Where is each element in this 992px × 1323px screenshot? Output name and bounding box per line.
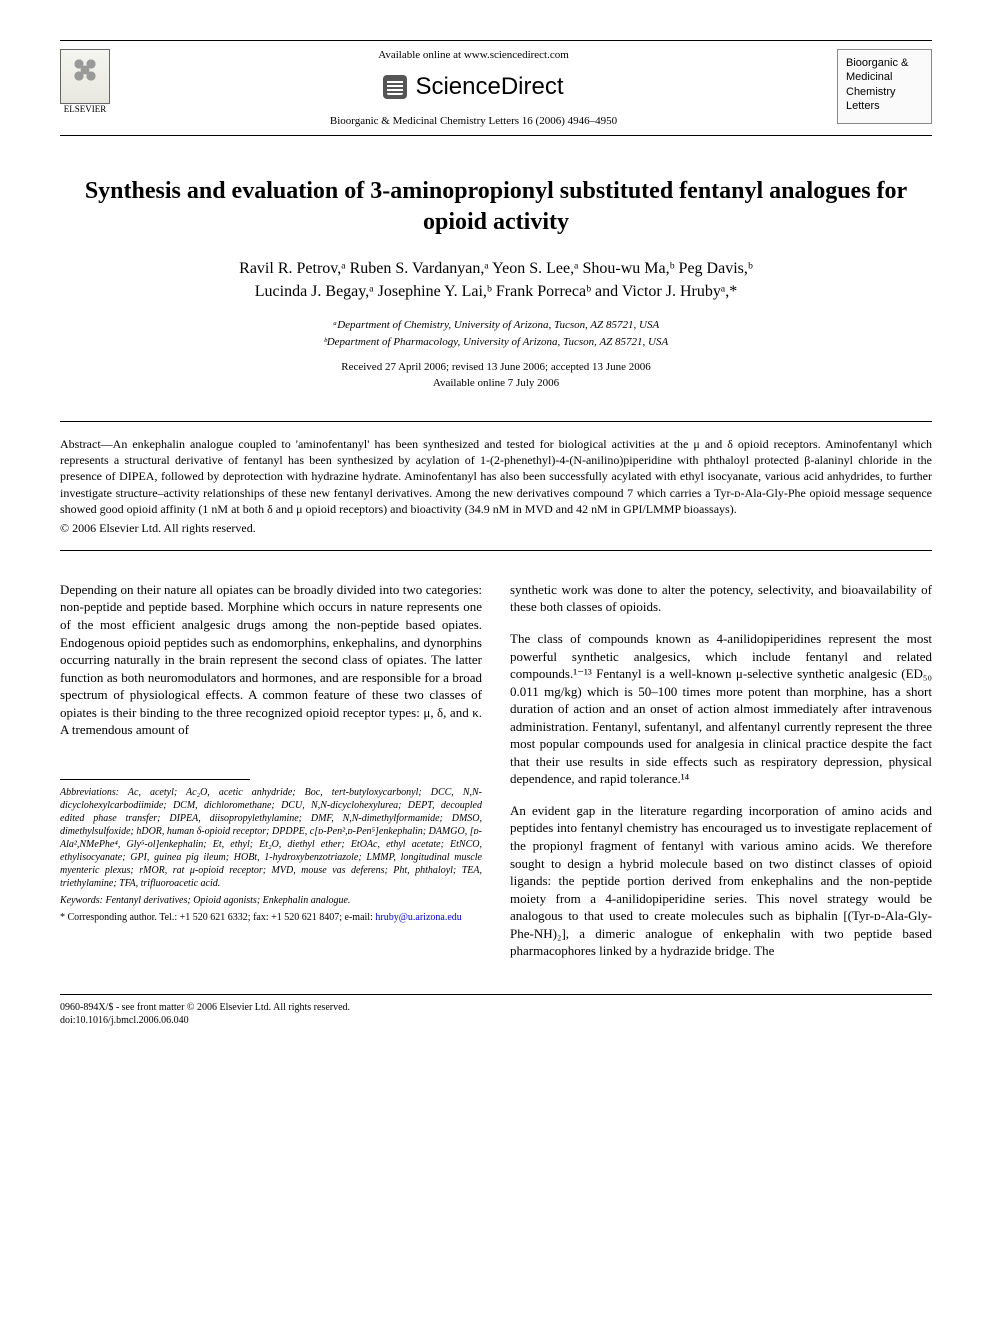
- doi-line: doi:10.1016/j.bmcl.2006.06.040: [60, 1014, 932, 1027]
- abbreviations-text: Abbreviations: Ac, acetyl; Ac₂O, acetic …: [60, 787, 482, 889]
- footnotes: Abbreviations: Ac, acetyl; Ac₂O, acetic …: [60, 786, 482, 924]
- elsevier-logo: ELSEVIER: [60, 49, 110, 114]
- body-paragraph: An evident gap in the literature regardi…: [510, 802, 932, 960]
- bottom-bar: 0960-894X/$ - see front matter © 2006 El…: [60, 994, 932, 1027]
- journal-box-line: Bioorganic &: [846, 56, 923, 70]
- article-title: Synthesis and evaluation of 3-aminopropi…: [80, 176, 912, 238]
- copyright-line: © 2006 Elsevier Ltd. All rights reserved…: [60, 521, 932, 536]
- footnote-corresponding: * Corresponding author. Tel.: +1 520 621…: [60, 911, 482, 924]
- body-paragraph: The class of compounds known as 4-anilid…: [510, 630, 932, 788]
- email-link[interactable]: hruby@u.arizona.edu: [375, 912, 461, 923]
- affiliations: ᵃDepartment of Chemistry, University of …: [60, 317, 932, 350]
- header-bar: ELSEVIER Available online at www.science…: [60, 40, 932, 136]
- journal-box-line: Chemistry: [846, 85, 923, 99]
- sciencedirect-label: ScienceDirect: [415, 73, 563, 101]
- column-left: Depending on their nature all opiates ca…: [60, 581, 482, 974]
- journal-cover-box: Bioorganic & Medicinal Chemistry Letters: [837, 49, 932, 124]
- sciencedirect-icon: [383, 75, 407, 99]
- footnote-keywords: Keywords: Fentanyl derivatives; Opioid a…: [60, 894, 482, 907]
- elsevier-tree-icon: [60, 49, 110, 104]
- body-paragraph: synthetic work was done to alter the pot…: [510, 581, 932, 616]
- keywords-text: Keywords: Fentanyl derivatives; Opioid a…: [60, 895, 350, 906]
- corresponding-text: * Corresponding author. Tel.: +1 520 621…: [60, 912, 375, 923]
- issn-line: 0960-894X/$ - see front matter © 2006 El…: [60, 1001, 932, 1014]
- authors-line: Ravil R. Petrov,ᵃ Ruben S. Vardanyan,ᵃ Y…: [90, 258, 902, 280]
- footnote-divider: [60, 779, 250, 780]
- body-paragraph: Depending on their nature all opiates ca…: [60, 581, 482, 739]
- authors-line: Lucinda J. Begay,ᵃ Josephine Y. Lai,ᵇ Fr…: [90, 281, 902, 303]
- column-right: synthetic work was done to alter the pot…: [510, 581, 932, 974]
- header-center: Available online at www.sciencedirect.co…: [110, 49, 837, 127]
- dates-online: Available online 7 July 2006: [60, 376, 932, 391]
- author-list: Ravil R. Petrov,ᵃ Ruben S. Vardanyan,ᵃ Y…: [90, 258, 902, 303]
- footnote-abbreviations: Abbreviations: Ac, acetyl; Ac₂O, acetic …: [60, 786, 482, 890]
- dates-received: Received 27 April 2006; revised 13 June …: [60, 360, 932, 375]
- abstract-block: Abstract—An enkephalin analogue coupled …: [60, 421, 932, 551]
- journal-reference: Bioorganic & Medicinal Chemistry Letters…: [110, 115, 837, 127]
- publication-dates: Received 27 April 2006; revised 13 June …: [60, 360, 932, 391]
- journal-box-line: Medicinal: [846, 70, 923, 84]
- journal-box-line: Letters: [846, 99, 923, 113]
- available-online-text: Available online at www.sciencedirect.co…: [110, 49, 837, 61]
- body-columns: Depending on their nature all opiates ca…: [60, 581, 932, 974]
- elsevier-label: ELSEVIER: [64, 104, 107, 114]
- sciencedirect-brand: ScienceDirect: [110, 73, 837, 101]
- abstract-text: Abstract—An enkephalin analogue coupled …: [60, 436, 932, 517]
- affiliation-a: ᵃDepartment of Chemistry, University of …: [60, 317, 932, 334]
- affiliation-b: ᵇDepartment of Pharmacology, University …: [60, 334, 932, 351]
